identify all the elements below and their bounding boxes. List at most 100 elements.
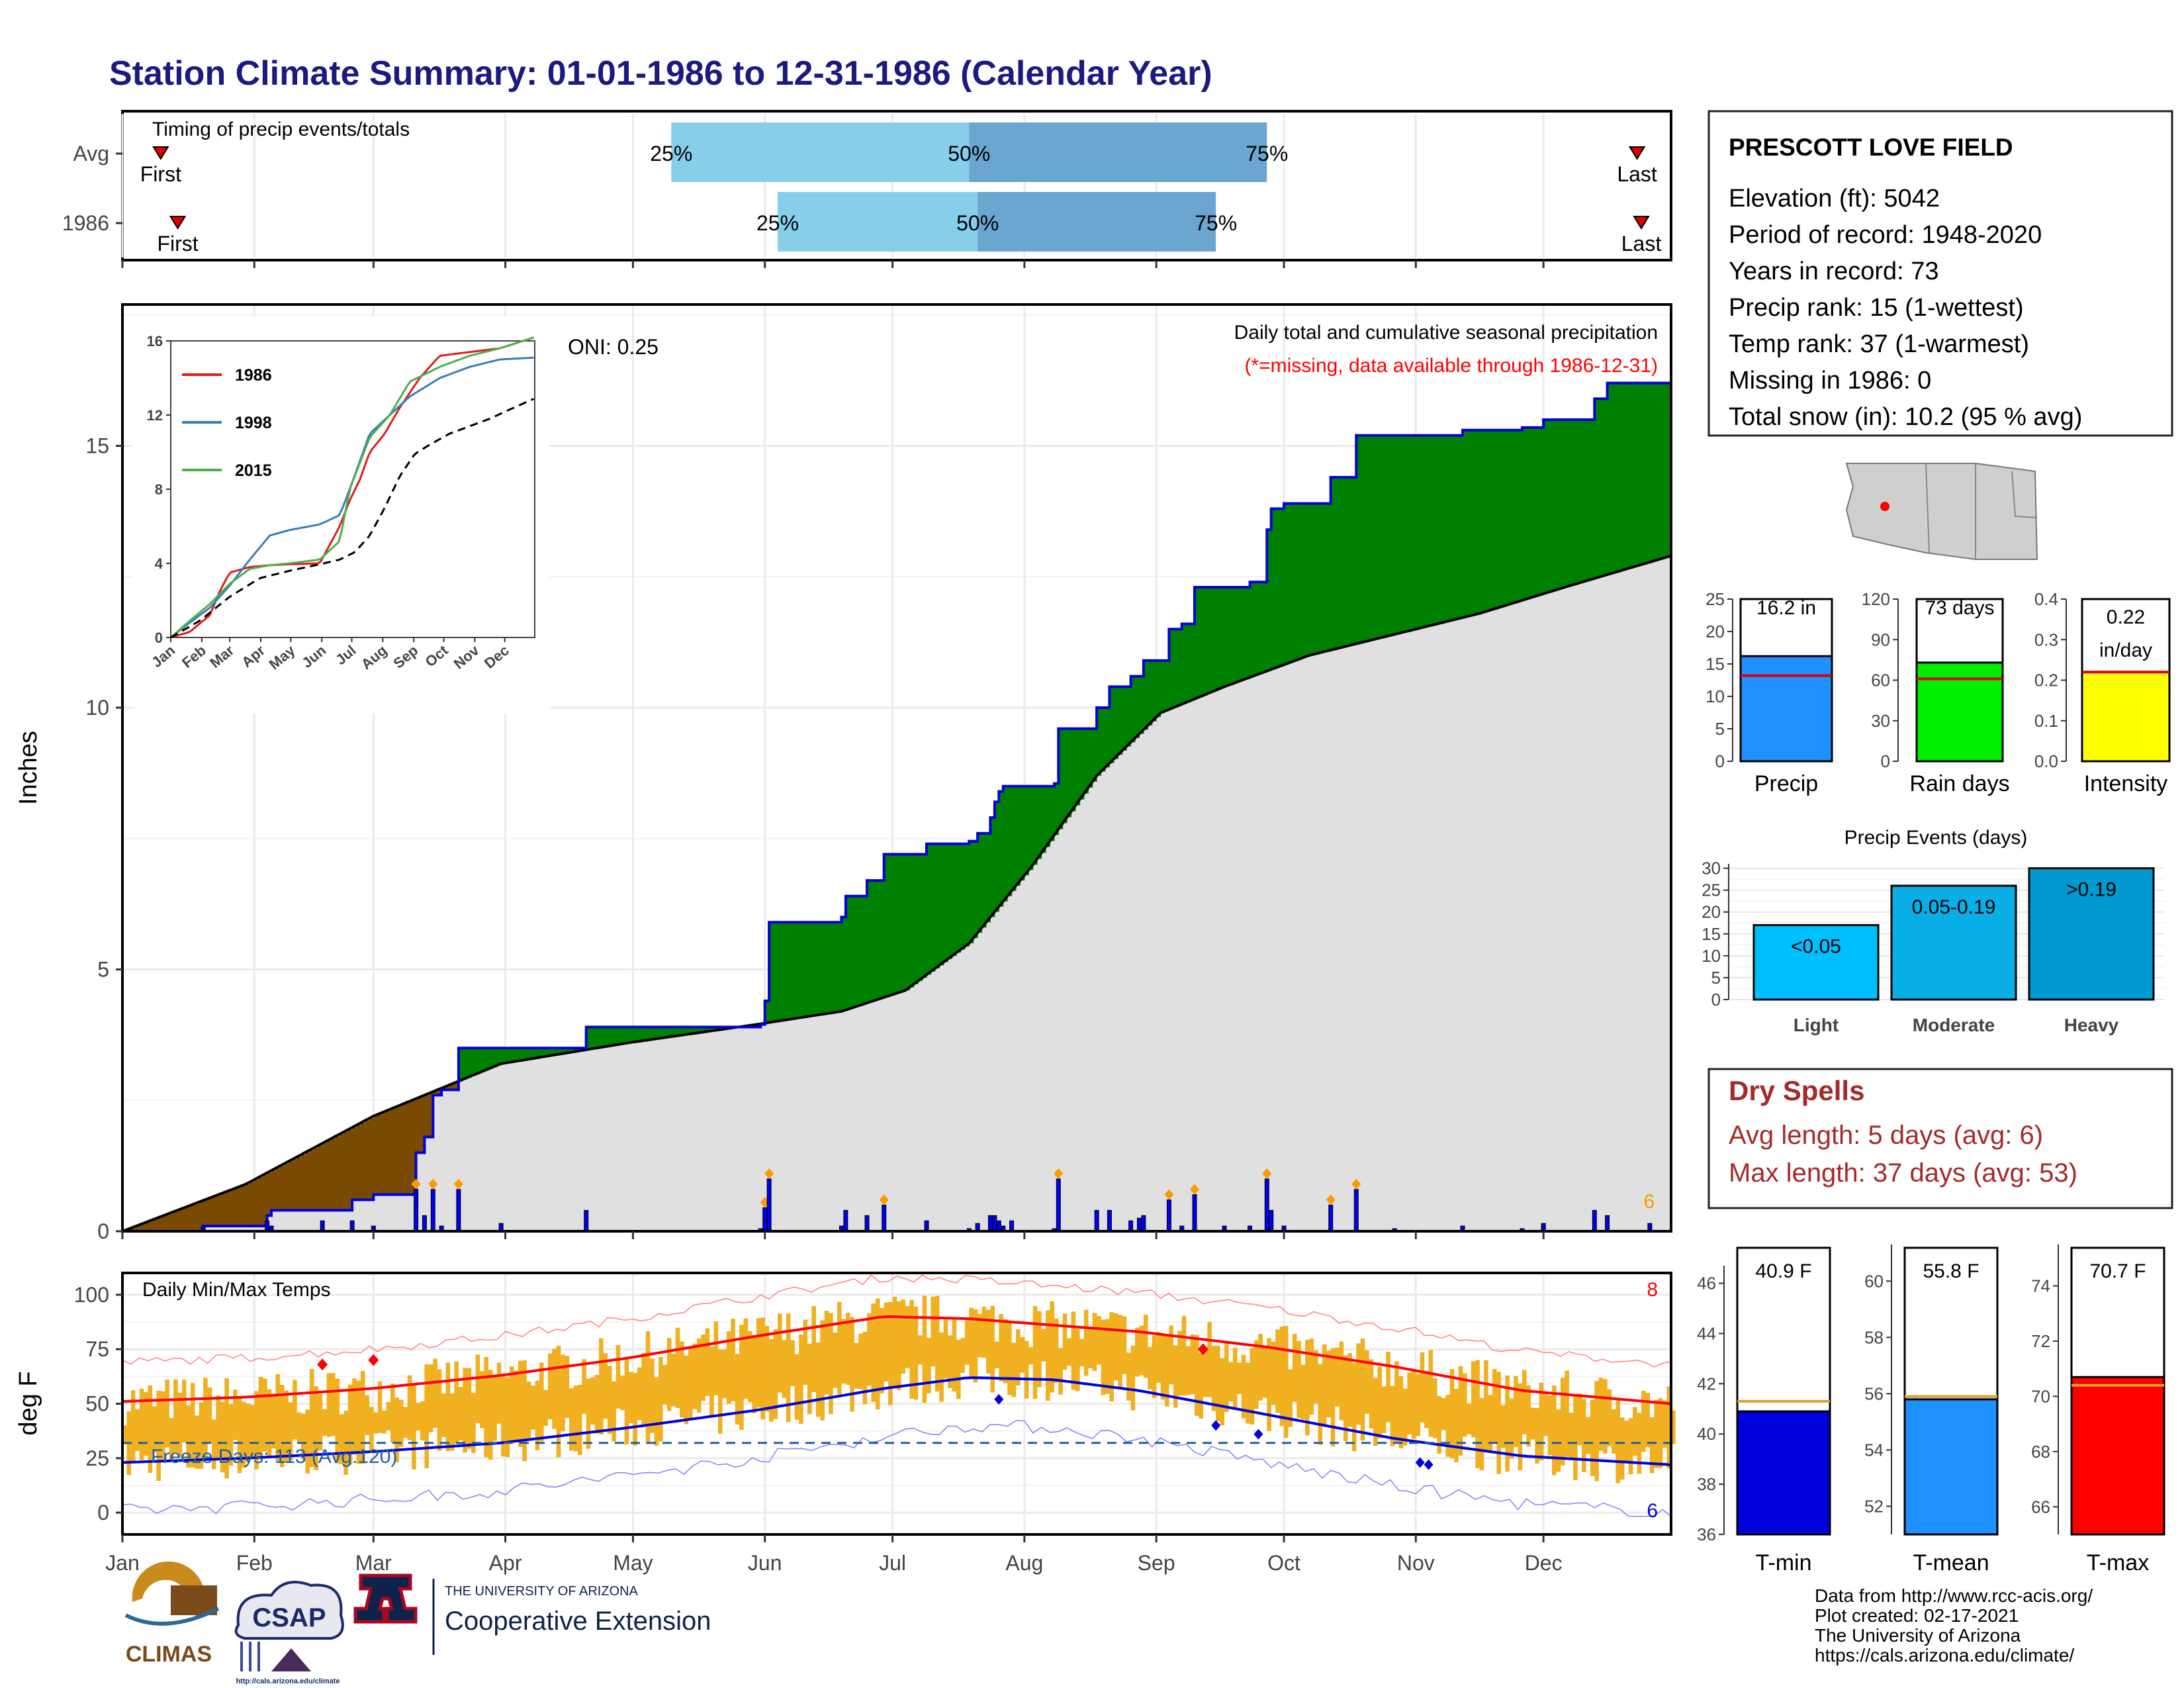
cumulative-departure-segment	[858, 896, 864, 1006]
cumulative-departure-segment	[1199, 587, 1204, 698]
summary-bar-tick: 90	[1871, 630, 1890, 649]
cumulative-departure-segment	[782, 922, 787, 1021]
cumulative-departure-segment	[978, 833, 983, 933]
first-event-marker	[152, 146, 169, 160]
summary-bar-tick: 0	[1881, 751, 1890, 771]
cumulative-departure-segment	[309, 1150, 314, 1211]
temp-bar-tick: 56	[1864, 1383, 1884, 1403]
cumulative-departure-segment	[773, 922, 778, 1022]
cumulative-departure-segment	[1232, 587, 1238, 684]
csap-text: CSAP	[252, 1603, 326, 1632]
p25-label: 25%	[650, 142, 692, 165]
record-low-marker	[1415, 1457, 1425, 1468]
cumulative-departure-segment	[1003, 786, 1008, 902]
cumulative-departure-segment	[1139, 676, 1144, 734]
cumulative-departure-segment	[1181, 624, 1187, 704]
cumulative-departure-segment	[1386, 435, 1391, 637]
cumulative-departure-segment	[522, 1048, 527, 1060]
oni-label: ONI: 0.25	[568, 335, 659, 359]
summary-bar-tick: 10	[1706, 686, 1725, 706]
summary-bar-value: 16.2 in	[1756, 597, 1816, 619]
tmax-record-count: 8	[1647, 1279, 1658, 1301]
dry-spells-title: Dry Spells	[1729, 1075, 1864, 1106]
daily-precip-bar	[1192, 1194, 1197, 1232]
cumulative-departure-segment	[347, 1129, 353, 1211]
cumulative-departure-segment	[437, 1090, 442, 1096]
cumulative-departure-segment	[764, 1001, 770, 1023]
cumulative-departure-segment	[412, 1100, 417, 1195]
cumulative-departure-segment	[1433, 435, 1437, 625]
cumulative-departure-segment	[1373, 435, 1378, 640]
events-bar-fill	[2028, 867, 2155, 1001]
cumulative-departure-segment	[841, 917, 846, 1011]
cumulative-departure-segment	[326, 1141, 332, 1211]
ua-small-text: THE UNIVERSITY OF ARIZONA	[445, 1584, 639, 1599]
daily-precip-bar	[1136, 1217, 1142, 1232]
inset-line-1986	[170, 336, 534, 639]
temp-bar-tick: 42	[1697, 1374, 1716, 1393]
summary-bar-unit: in/day	[2099, 639, 2152, 661]
first-event-marker	[169, 216, 187, 230]
cumulative-departure-segment	[1488, 430, 1493, 611]
cumulative-departure-segment	[130, 1228, 136, 1231]
cumulative-departure-segment	[445, 1086, 451, 1090]
cumulative-departure-segment	[1177, 629, 1183, 706]
cumulative-departure-segment	[1211, 587, 1216, 692]
cumulative-departure-segment	[1484, 430, 1489, 612]
cumulative-departure-segment	[590, 1027, 596, 1049]
cumulative-departure-segment	[254, 1180, 259, 1227]
cumulative-departure-segment	[496, 1048, 502, 1066]
cumulative-departure-segment	[1662, 383, 1668, 559]
daily-precip-bar	[1264, 1178, 1269, 1232]
cumulative-departure-segment	[1101, 708, 1106, 772]
cumulative-departure-segment	[398, 1105, 404, 1195]
cumulative-departure-segment	[296, 1156, 302, 1211]
cumulative-departure-segment	[228, 1190, 234, 1227]
inset-legend-label: 1998	[235, 414, 272, 432]
cumulative-departure-segment	[386, 1111, 391, 1195]
cumulative-departure-segment	[1569, 420, 1574, 586]
cumulative-departure-segment	[1556, 420, 1561, 590]
cumulative-departure-segment	[1547, 420, 1553, 592]
cumulative-departure-segment	[1224, 587, 1229, 687]
cumulative-departure-segment	[1037, 786, 1042, 859]
cumulative-departure-segment	[586, 1027, 591, 1050]
summary-bar-tick: 0.3	[2034, 630, 2058, 649]
cumulative-departure-segment	[301, 1154, 306, 1211]
cumulative-departure-segment	[871, 880, 876, 1002]
temp-bar-tick: 74	[2031, 1276, 2050, 1296]
temps-ytick: 75	[85, 1337, 109, 1361]
temp-bar-tick: 44	[1697, 1323, 1716, 1343]
cumulative-departure-segment	[815, 922, 821, 1015]
cumulative-departure-segment	[1092, 728, 1097, 782]
cumulative-departure-segment	[1424, 435, 1430, 628]
cumulative-departure-segment	[356, 1125, 361, 1200]
daily-precip-bar	[1107, 1209, 1112, 1232]
cumulative-departure-segment	[547, 1048, 553, 1056]
daily-precip-bar	[1269, 1209, 1274, 1232]
month-label: Aug	[1005, 1551, 1043, 1575]
cumulative-departure-segment	[1594, 399, 1600, 579]
location-map	[1845, 463, 2038, 560]
cumulative-departure-segment	[875, 880, 880, 1000]
summary-bar-tick: 15	[1706, 654, 1725, 674]
cumulative-departure-segment	[620, 1027, 625, 1045]
events-ytick: 10	[1702, 946, 1721, 966]
record-high-marker	[317, 1358, 328, 1371]
events-bar-range: >0.19	[2066, 879, 2116, 901]
events-bar-fill	[1890, 884, 2017, 1001]
cumulative-departure-segment	[195, 1203, 200, 1231]
summary-bar-tick: 25	[1706, 589, 1725, 609]
footer-line: https://cals.arizona.edu/climate/	[1815, 1645, 2074, 1665]
daily-precip-bar	[882, 1204, 887, 1232]
p50-label: 50%	[956, 211, 999, 235]
summary-bar-tick: 0.1	[2034, 711, 2058, 731]
cumulative-departure-segment	[1633, 383, 1638, 567]
cumulative-departure-segment	[535, 1048, 540, 1058]
temp-bar-value: 40.9 F	[1755, 1260, 1811, 1282]
cumulative-departure-segment	[1437, 435, 1442, 624]
dry-spells-box: Dry Spells Avg length: 5 days (avg: 6) M…	[1707, 1068, 2173, 1209]
events-bar-range: 0.05-0.19	[1912, 896, 1996, 918]
